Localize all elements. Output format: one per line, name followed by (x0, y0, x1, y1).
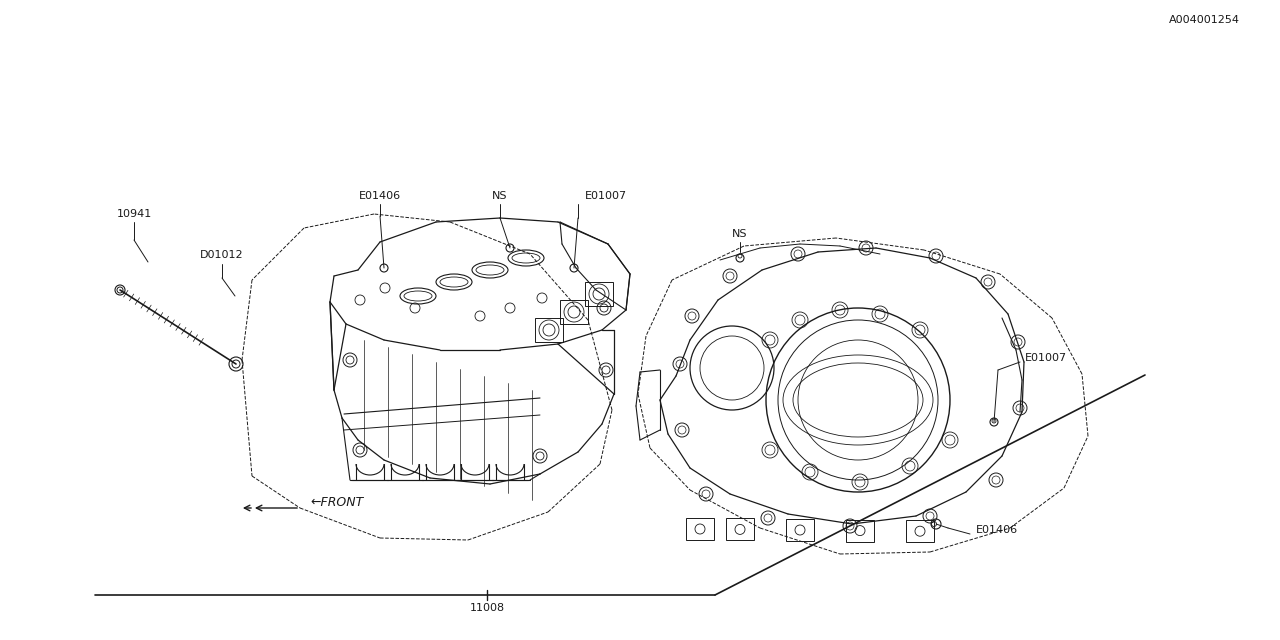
Text: E01007: E01007 (585, 191, 627, 201)
Text: E01406: E01406 (977, 525, 1018, 535)
Text: E01406: E01406 (358, 191, 401, 201)
Text: A004001254: A004001254 (1169, 15, 1240, 25)
Text: ←FRONT: ←FRONT (310, 495, 364, 509)
Text: NS: NS (493, 191, 508, 201)
Text: D01012: D01012 (200, 250, 243, 260)
Text: 10941: 10941 (116, 209, 151, 219)
Text: E01007: E01007 (1025, 353, 1068, 363)
Text: 11008: 11008 (470, 603, 504, 613)
Text: NS: NS (732, 229, 748, 239)
